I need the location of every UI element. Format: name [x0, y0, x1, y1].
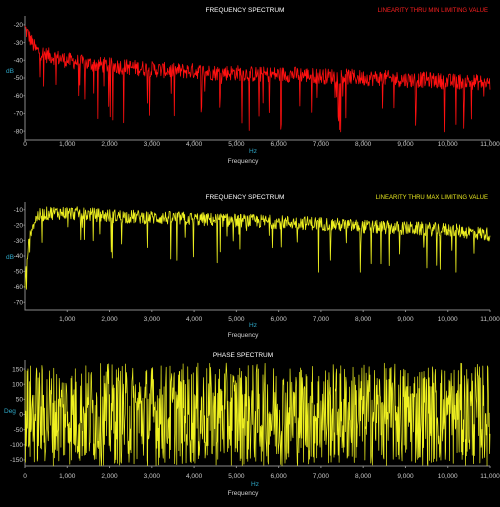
- chart3-x-tick-label: 11,000: [480, 473, 500, 480]
- chart2-legend-label: LINEARITY THRU MAX LIMITING VALUE: [376, 195, 488, 201]
- chart-phase-spectrum: PHASE SPECTRUM 150 100 50 0 -50 -100 -150 0 1,0…: [4, 352, 500, 497]
- chart3-series-line: [24, 362, 491, 467]
- chart2-y-tick-label: -70: [14, 299, 24, 306]
- chart3-x-unit: Hz: [251, 481, 259, 488]
- chart3-x-tick-label: 2,000: [101, 473, 118, 480]
- chart2-series-line: [24, 206, 491, 290]
- chart1-title: FREQUENCY SPECTRUM: [206, 7, 285, 14]
- chart2-title: FREQUENCY SPECTRUM: [206, 194, 285, 201]
- chart2-x-tick-label: 10,000: [438, 316, 458, 323]
- chart3-y-tick-label: -150: [10, 457, 23, 464]
- chart1-x-tick-label: 1,000: [59, 141, 76, 148]
- chart3-x-tick-label: 3,000: [144, 473, 161, 480]
- chart1-legend-label: LINEARITY THRU MIN LIMITING VALUE: [378, 8, 488, 14]
- chart2-y-unit: dB: [6, 254, 14, 261]
- chart1-x-tick-label: 3,000: [144, 141, 161, 148]
- chart3-y-tick-label: 100: [12, 381, 23, 388]
- chart1-y-tick-label: -80: [14, 128, 24, 135]
- chart1-x-label: Frequency: [228, 158, 259, 165]
- chart3-y-tick-label: -100: [10, 442, 23, 449]
- chart1-x-tick-label: 10,000: [438, 141, 458, 148]
- chart2-y-tick-label: -20: [14, 222, 24, 229]
- chart2-x-tick-label: 8,000: [355, 316, 372, 323]
- chart2-y-tick-label: -50: [14, 269, 24, 276]
- chart1-x-tick-label: 4,000: [186, 141, 203, 148]
- chart3-x-tick-label: 1,000: [59, 473, 76, 480]
- chart3-y-tick-label: 50: [16, 397, 24, 404]
- chart3-title: PHASE SPECTRUM: [213, 352, 273, 359]
- chart3-x-tick-label: 0: [23, 473, 27, 480]
- chart2-x-tick-label: 11,000: [480, 316, 500, 323]
- chart3-x-tick-label: 4,000: [186, 473, 203, 480]
- chart2-y-tick-label: -30: [14, 238, 24, 245]
- chart2-y-tick-label: -40: [14, 253, 24, 260]
- chart2-x-tick-label: 3,000: [144, 316, 161, 323]
- chart1-x-tick-label: 9,000: [397, 141, 414, 148]
- chart1-y-tick-label: -40: [14, 57, 24, 64]
- chart2-x-tick-label: 1,000: [59, 316, 76, 323]
- chart1-y-tick-label: -50: [14, 75, 24, 82]
- chart2-x-tick-label: 5,000: [228, 316, 245, 323]
- chart1-x-tick-label: 0: [23, 141, 27, 148]
- chart3-x-tick-label: 10,000: [438, 473, 458, 480]
- chart3-x-tick-label: 6,000: [270, 473, 287, 480]
- chart1-x-tick-label: 6,000: [270, 141, 287, 148]
- chart2-x-label: Frequency: [228, 332, 259, 339]
- chart1-x-tick-label: 7,000: [313, 141, 330, 148]
- chart2-y-tick-label: -60: [14, 284, 24, 291]
- chart-frequency-spectrum-max: FREQUENCY SPECTRUM LINEARITY THRU MAX LI…: [6, 194, 500, 339]
- chart1-series-line: [24, 25, 491, 133]
- chart1-y-tick-label: -30: [14, 40, 24, 47]
- chart3-y-tick-label: -50: [14, 427, 24, 434]
- chart1-x-tick-label: 2,000: [101, 141, 118, 148]
- chart1-x-tick-label: 11,000: [480, 141, 500, 148]
- chart2-axes: [24, 202, 490, 311]
- chart2-x-tick-label: 4,000: [186, 316, 203, 323]
- chart1-x-tick-label: 8,000: [355, 141, 372, 148]
- chart2-y-tick-label: -10: [14, 207, 24, 214]
- chart-frequency-spectrum-min: FREQUENCY SPECTRUM LINEARITY THRU MIN LI…: [6, 7, 500, 165]
- chart2-x-tick-label: 6,000: [270, 316, 287, 323]
- chart3-x-tick-label: 7,000: [313, 473, 330, 480]
- chart1-y-tick-label: -20: [14, 22, 24, 29]
- chart3-y-tick-label: 0: [19, 412, 23, 419]
- chart1-y-tick-label: -60: [14, 93, 24, 100]
- chart2-x-unit: Hz: [249, 322, 257, 329]
- chart3-x-tick-label: 5,000: [228, 473, 245, 480]
- chart3-x-label: Frequency: [228, 490, 259, 497]
- chart2-x-tick-label: 2,000: [101, 316, 118, 323]
- chart1-y-tick-label: -70: [14, 111, 24, 118]
- chart1-x-unit: Hz: [249, 148, 257, 155]
- chart1-y-unit: dB: [6, 68, 14, 75]
- chart1-x-tick-label: 5,000: [228, 141, 245, 148]
- chart2-x-tick-label: 9,000: [397, 316, 414, 323]
- chart2-x-tick-label: 7,000: [313, 316, 330, 323]
- chart3-x-tick-label: 8,000: [355, 473, 372, 480]
- chart3-x-tick-label: 9,000: [397, 473, 414, 480]
- chart3-y-unit: Deg: [4, 408, 16, 415]
- chart3-y-tick-label: 150: [12, 366, 23, 373]
